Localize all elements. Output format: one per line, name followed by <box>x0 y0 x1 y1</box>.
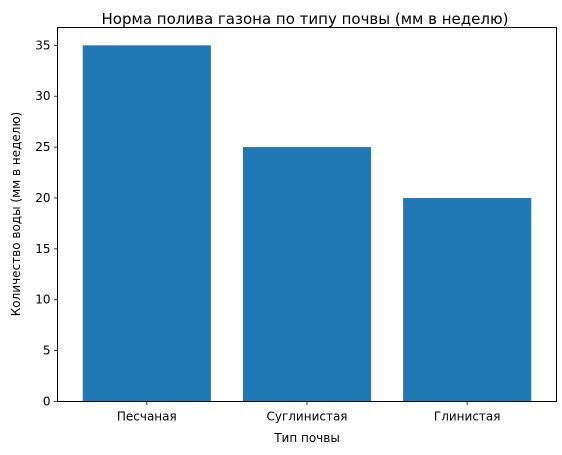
y-tick-label-30: 30 <box>35 89 50 103</box>
y-tick-label-35: 35 <box>35 38 50 52</box>
y-axis-label: Количество воды (мм в неделю) <box>9 112 23 316</box>
y-tick-label-5: 5 <box>43 344 51 358</box>
x-tick-label-3: Глинистая <box>434 410 501 424</box>
x-axis-ticks: Песчаная Суглинистая Глинистая <box>117 401 501 424</box>
x-tick-label-1: Песчаная <box>117 410 177 424</box>
x-axis-label: Тип почвы <box>273 431 340 445</box>
x-tick-label-2: Суглинистая <box>266 410 347 424</box>
y-tick-label-10: 10 <box>35 293 50 307</box>
bars-group <box>82 45 532 402</box>
bar-3 <box>403 197 532 402</box>
bar-2 <box>242 147 372 402</box>
y-tick-label-25: 25 <box>35 140 50 154</box>
plot-area: 0 5 10 15 20 25 30 35 Песчаная Суглинистая Глинис… <box>35 27 557 424</box>
y-axis-ticks: 0 5 10 15 20 25 30 35 <box>35 38 58 409</box>
bar-1 <box>82 45 211 402</box>
chart-title: Норма полива газона по типу почвы (мм в … <box>102 10 509 28</box>
y-tick-label-0: 0 <box>43 395 51 409</box>
y-tick-label-15: 15 <box>35 242 50 256</box>
y-tick-label-20: 20 <box>35 191 50 205</box>
